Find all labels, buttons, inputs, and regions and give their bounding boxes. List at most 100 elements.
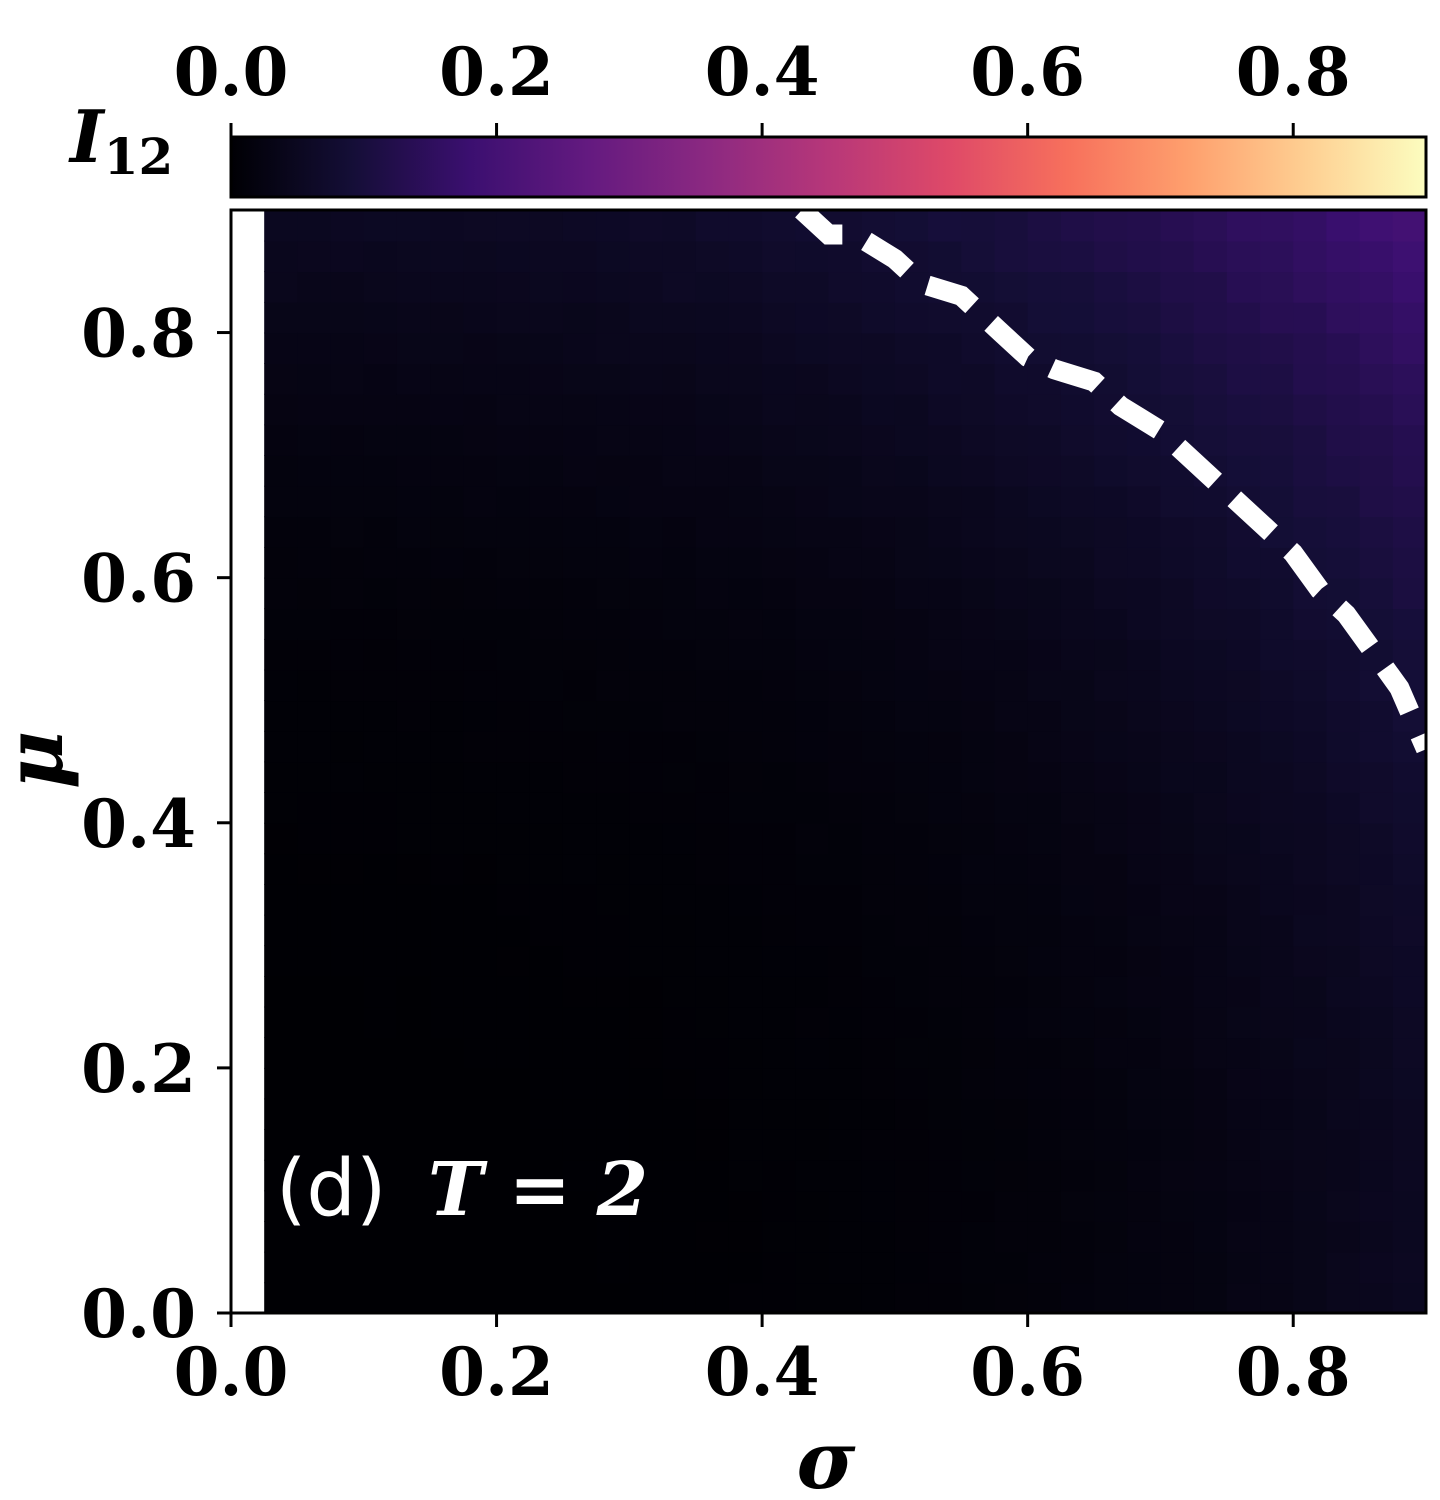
heatmap-cell (828, 669, 863, 702)
heatmap-cell (795, 240, 830, 273)
heatmap-cell (894, 516, 929, 548)
heatmap-cell (363, 761, 398, 793)
heatmap-cell (1094, 884, 1129, 916)
heatmap-cell (762, 1251, 797, 1284)
heatmap-cell (629, 608, 664, 640)
heatmap-cell (1392, 1129, 1426, 1161)
heatmap-cell (1359, 1251, 1394, 1284)
heatmap-cell (894, 1251, 929, 1284)
heatmap-cell (1094, 455, 1129, 487)
heatmap-cell (1027, 1006, 1062, 1039)
heatmap-cell (1260, 638, 1295, 671)
heatmap-cell (1392, 210, 1426, 242)
heatmap-cell (1094, 1282, 1129, 1313)
heatmap-cell (1127, 485, 1162, 518)
heatmap-cell (496, 577, 531, 610)
heatmap-cell (297, 455, 332, 487)
heatmap-cell (330, 945, 365, 977)
heatmap-cell (1127, 975, 1162, 1008)
heatmap-cell (894, 1037, 929, 1069)
heatmap-cell (297, 853, 332, 885)
heatmap-cell (562, 975, 597, 1008)
heatmap-cell (795, 884, 830, 916)
heatmap-cell (629, 485, 664, 518)
heatmap-cell (1359, 914, 1394, 947)
heatmap-cell (795, 455, 830, 487)
heatmap-cell (363, 1067, 398, 1100)
heatmap-cell (894, 393, 929, 426)
heatmap-cell (297, 271, 332, 303)
heatmap-cell (994, 271, 1029, 303)
heatmap-cell (1326, 945, 1361, 977)
heatmap-cell (330, 363, 365, 395)
heatmap-cell (1392, 301, 1426, 334)
heatmap-cell (1226, 822, 1261, 855)
heatmap-cell (1392, 1067, 1426, 1100)
heatmap-cell (1326, 884, 1361, 916)
heatmap-cell (1392, 485, 1426, 518)
heatmap-cell (297, 822, 332, 855)
heatmap-cell (596, 1190, 631, 1222)
heatmap-cell (762, 1067, 797, 1100)
heatmap-cell (1060, 761, 1095, 793)
heatmap-cell (496, 547, 531, 579)
heatmap-cell (1127, 822, 1162, 855)
heatmap-cell (463, 1282, 498, 1313)
heatmap-cell (363, 914, 398, 947)
heatmap-cell (1293, 393, 1328, 426)
heatmap-cell (894, 1129, 929, 1161)
heatmap-cell (562, 577, 597, 610)
heatmap-cell (596, 730, 631, 763)
heatmap-cell (894, 1098, 929, 1130)
heatmap-cell (762, 516, 797, 548)
heatmap-cell (1060, 1159, 1095, 1192)
heatmap-cell (828, 761, 863, 793)
heatmap-cell (430, 332, 465, 364)
heatmap-cell (795, 1098, 830, 1130)
heatmap-cell (828, 271, 863, 303)
heatmap-cell (695, 1251, 730, 1284)
heatmap-cell (1160, 1067, 1195, 1100)
heatmap-cell (1359, 301, 1394, 334)
heatmap-cell (1060, 1251, 1095, 1284)
heatmap-cell (629, 1251, 664, 1284)
heatmap-cell (1094, 271, 1129, 303)
heatmap-cell (297, 761, 332, 793)
heatmap-cell (264, 301, 299, 334)
heatmap-cell (297, 577, 332, 610)
heatmap-cell (264, 271, 299, 303)
heatmap-cell (629, 547, 664, 579)
heatmap-cell (1127, 730, 1162, 763)
heatmap-cell (828, 853, 863, 885)
heatmap-cell (330, 455, 365, 487)
heatmap-cell (928, 1006, 963, 1039)
heatmap-cell (728, 363, 763, 395)
heatmap-cell (529, 1221, 564, 1253)
heatmap-cell (1193, 1067, 1228, 1100)
heatmap-cell (1260, 945, 1295, 977)
heatmap-cell (894, 945, 929, 977)
heatmap-cell (662, 1129, 697, 1161)
heatmap-cell (1359, 210, 1394, 242)
heatmap-cell (762, 1221, 797, 1253)
heatmap-cell (1226, 792, 1261, 824)
heatmap-cell (562, 547, 597, 579)
heatmap-cell (1326, 1129, 1361, 1161)
heatmap-cell (961, 761, 996, 793)
heatmap-cell (529, 485, 564, 518)
heatmap-cell (1127, 1190, 1162, 1222)
heatmap-cell (762, 669, 797, 702)
heatmap-cell (596, 1098, 631, 1130)
heatmap-cell (330, 1221, 365, 1253)
heatmap-cell (1127, 363, 1162, 395)
heatmap-cell (1160, 853, 1195, 885)
heatmap-cell (596, 240, 631, 273)
heatmap-cell (596, 393, 631, 426)
heatmap-cell (662, 485, 697, 518)
heatmap-cell (1060, 1282, 1095, 1313)
heatmap-cell (1326, 1006, 1361, 1039)
heatmap-cell (928, 516, 963, 548)
panel-label: (d) (276, 1144, 386, 1234)
heatmap-cell (961, 1006, 996, 1039)
